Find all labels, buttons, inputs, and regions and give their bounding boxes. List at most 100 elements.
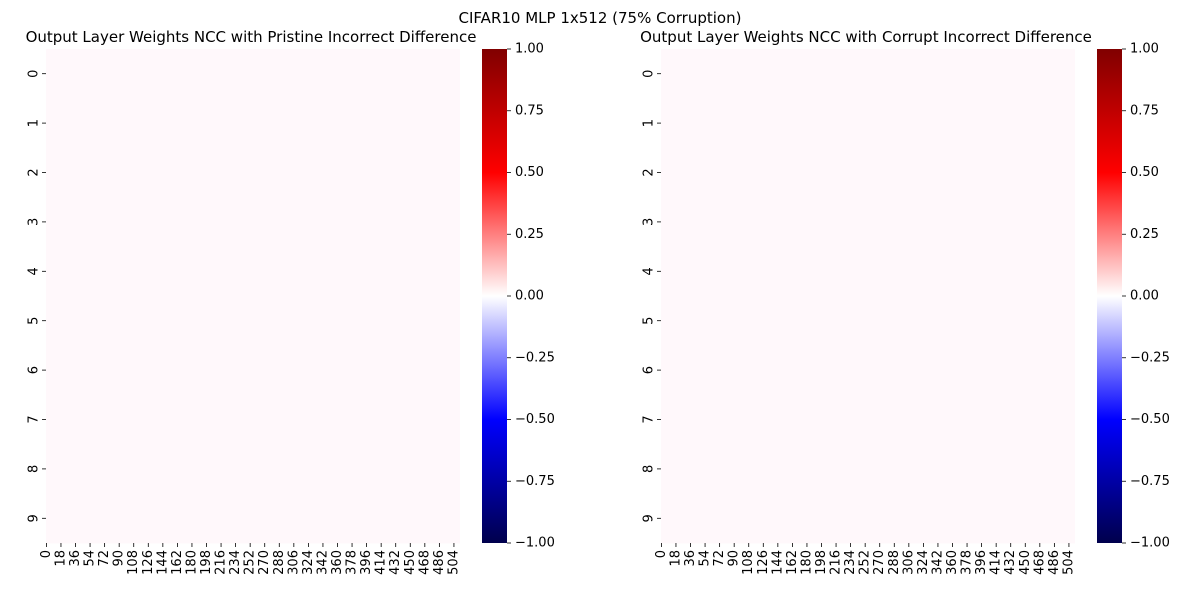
x-tick-label: 252 <box>243 550 258 575</box>
x-tick-label: 180 <box>799 550 814 575</box>
x-tick-label: 36 <box>68 550 83 567</box>
x-tick-label: 54 <box>83 550 98 567</box>
y-tick-label: 8 <box>642 465 657 473</box>
x-tick-label: 360 <box>330 550 345 575</box>
y-tick-label: 5 <box>642 317 657 325</box>
x-tick-label: 162 <box>170 550 185 575</box>
colorbar-tick-label: −0.25 <box>515 350 555 365</box>
colorbar-tick-label: −1.00 <box>1130 536 1170 551</box>
y-tick-label: 3 <box>27 218 42 226</box>
colorbar-tick-label: −1.00 <box>515 536 555 551</box>
x-tick-label: 108 <box>741 550 756 575</box>
heatmap-row-9 <box>661 493 1075 544</box>
heatmap-row-5 <box>661 296 1075 346</box>
x-tick-label: 54 <box>698 550 713 567</box>
x-tick-label: 0 <box>39 550 54 558</box>
x-tick-label: 216 <box>214 550 229 575</box>
y-tick-label: 5 <box>27 317 42 325</box>
x-tick-label: 486 <box>432 550 447 575</box>
heatmap-row-4 <box>661 246 1075 297</box>
colorbar-tick-label: −0.50 <box>1130 412 1170 427</box>
x-tick-label: 234 <box>843 550 858 575</box>
x-tick-label: 414 <box>989 550 1004 575</box>
colorbar-tick-label: 1.00 <box>515 42 544 57</box>
heatmap-row-3 <box>661 197 1075 247</box>
x-tick-label: 90 <box>112 550 127 567</box>
x-tick-label: 396 <box>974 550 989 575</box>
y-tick-label: 8 <box>27 465 42 473</box>
heatmap-row-9 <box>46 493 460 544</box>
x-tick-label: 378 <box>960 550 975 575</box>
colorbar-tick-label: 0.25 <box>515 227 544 242</box>
colorbar-tick-label: 0.75 <box>515 103 544 118</box>
x-tick-label: 180 <box>184 550 199 575</box>
x-tick-label: 342 <box>315 550 330 575</box>
x-tick-label: 198 <box>814 550 829 575</box>
x-tick-label: 360 <box>945 550 960 575</box>
y-tick-label: 1 <box>27 119 42 127</box>
heatmap-row-2 <box>46 147 460 198</box>
chart-title-2: Output Layer Weights NCC with Corrupt In… <box>640 28 1092 46</box>
colorbar-tick-label: 0.00 <box>1130 289 1159 304</box>
heatmap-row-4 <box>46 246 460 297</box>
x-tick-label: 450 <box>403 550 418 575</box>
x-tick-label: 432 <box>1003 550 1018 575</box>
x-tick-label: 72 <box>97 550 112 567</box>
y-tick-label: 4 <box>27 267 42 275</box>
y-tick-label: 0 <box>642 70 657 78</box>
x-tick-label: 342 <box>930 550 945 575</box>
y-tick-label: 2 <box>642 168 657 176</box>
colorbar-tick-label: 0.50 <box>1130 165 1159 180</box>
colorbar-tick-label: −0.25 <box>1130 350 1170 365</box>
x-tick-label: 18 <box>53 550 68 567</box>
x-tick-label: 504 <box>1061 550 1076 575</box>
heatmap-row-6 <box>661 345 1075 396</box>
colorbar-tick-label: 1.00 <box>1130 42 1159 57</box>
y-tick-label: 7 <box>27 415 42 423</box>
heatmap-row-3 <box>46 197 460 247</box>
x-tick-label: 162 <box>785 550 800 575</box>
x-tick-label: 270 <box>257 550 272 575</box>
x-tick-label: 468 <box>1032 550 1047 575</box>
colorbar-2 <box>1097 49 1122 543</box>
y-tick-label: 4 <box>642 267 657 275</box>
colorbar-tick-label: −0.75 <box>515 474 555 489</box>
x-tick-label: 306 <box>901 550 916 575</box>
heatmap-row-7 <box>661 394 1075 445</box>
heatmap-row-8 <box>46 444 460 494</box>
x-tick-label: 486 <box>1047 550 1062 575</box>
figure-suptitle: CIFAR10 MLP 1x512 (75% Corruption) <box>458 9 742 27</box>
y-tick-label: 6 <box>642 366 657 374</box>
y-tick-label: 0 <box>27 70 42 78</box>
x-tick-label: 504 <box>446 550 461 575</box>
colorbar-tick-label: 0.50 <box>515 165 544 180</box>
y-tick-label: 9 <box>642 514 657 522</box>
x-tick-label: 450 <box>1018 550 1033 575</box>
x-tick-label: 198 <box>199 550 214 575</box>
x-tick-label: 270 <box>872 550 887 575</box>
y-tick-label: 9 <box>27 514 42 522</box>
x-tick-label: 396 <box>359 550 374 575</box>
x-tick-label: 378 <box>345 550 360 575</box>
x-tick-label: 126 <box>756 550 771 575</box>
x-tick-label: 234 <box>228 550 243 575</box>
colorbar-tick-label: 0.00 <box>515 289 544 304</box>
x-tick-label: 216 <box>829 550 844 575</box>
x-tick-label: 324 <box>301 550 316 575</box>
x-tick-label: 90 <box>727 550 742 567</box>
heatmap-row-5 <box>46 296 460 346</box>
heatmap-row-1 <box>661 98 1075 149</box>
colorbar-tick-label: −0.50 <box>515 412 555 427</box>
x-tick-label: 18 <box>668 550 683 567</box>
heatmap-row-7 <box>46 394 460 445</box>
x-tick-label: 36 <box>683 550 698 567</box>
x-tick-label: 72 <box>712 550 727 567</box>
y-tick-label: 7 <box>642 415 657 423</box>
heatmap-row-0 <box>46 49 460 99</box>
x-tick-label: 144 <box>155 550 170 575</box>
y-tick-label: 6 <box>27 366 42 374</box>
colorbar-1 <box>482 49 507 543</box>
x-tick-label: 468 <box>417 550 432 575</box>
